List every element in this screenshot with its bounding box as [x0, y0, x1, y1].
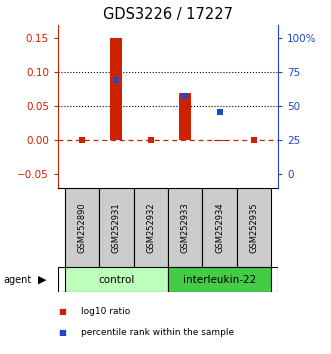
Text: ■: ■: [58, 307, 66, 316]
Bar: [110, 38, 122, 140]
Bar: [213, 140, 226, 142]
Text: GSM252931: GSM252931: [112, 202, 121, 253]
Bar: [202, 188, 237, 267]
Bar: [168, 267, 271, 292]
Text: control: control: [98, 275, 135, 285]
Text: GSM252932: GSM252932: [146, 202, 155, 253]
Text: GSM252935: GSM252935: [250, 202, 259, 253]
Text: interleukin-22: interleukin-22: [183, 275, 256, 285]
Title: GDS3226 / 17227: GDS3226 / 17227: [103, 7, 233, 22]
Text: GSM252933: GSM252933: [181, 202, 190, 253]
Text: log10 ratio: log10 ratio: [81, 307, 130, 316]
Bar: [65, 188, 99, 267]
Text: percentile rank within the sample: percentile rank within the sample: [81, 328, 234, 337]
Text: ▶: ▶: [38, 275, 47, 285]
Bar: [179, 93, 191, 140]
Text: ■: ■: [58, 328, 66, 337]
Bar: [168, 188, 202, 267]
Bar: [65, 267, 168, 292]
Text: agent: agent: [3, 275, 31, 285]
Text: GSM252934: GSM252934: [215, 202, 224, 253]
Bar: [237, 188, 271, 267]
Bar: [99, 188, 134, 267]
Text: GSM252890: GSM252890: [77, 202, 86, 253]
Bar: [134, 188, 168, 267]
